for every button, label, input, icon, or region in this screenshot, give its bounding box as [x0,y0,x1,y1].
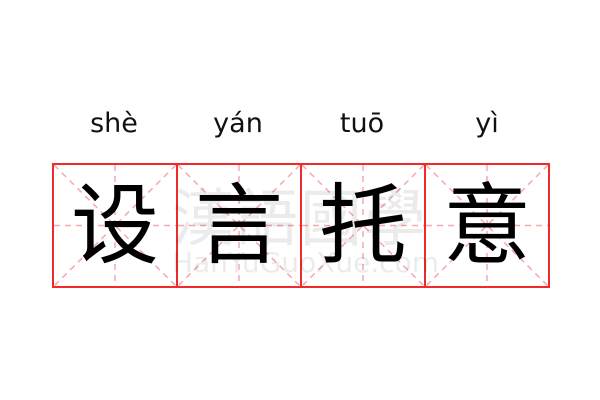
guide-lines [54,165,176,286]
character-grid: 设 言 托 意 [52,163,550,288]
guide-lines [426,165,548,286]
pinyin-4: yì [475,108,499,139]
character-cell-4: 意 [424,163,550,288]
character: 言 [194,174,283,277]
guide-lines [178,165,300,286]
guide-lines [302,165,424,286]
character: 托 [318,174,407,277]
pinyin-3: tuō [339,108,385,139]
character-cell-3: 托 [300,163,426,288]
character: 设 [70,174,159,277]
character-cell-1: 设 [52,163,178,288]
pinyin-1: shè [90,108,138,139]
pinyin-2: yán [213,108,263,139]
character-cell-2: 言 [176,163,302,288]
character: 意 [442,174,531,277]
